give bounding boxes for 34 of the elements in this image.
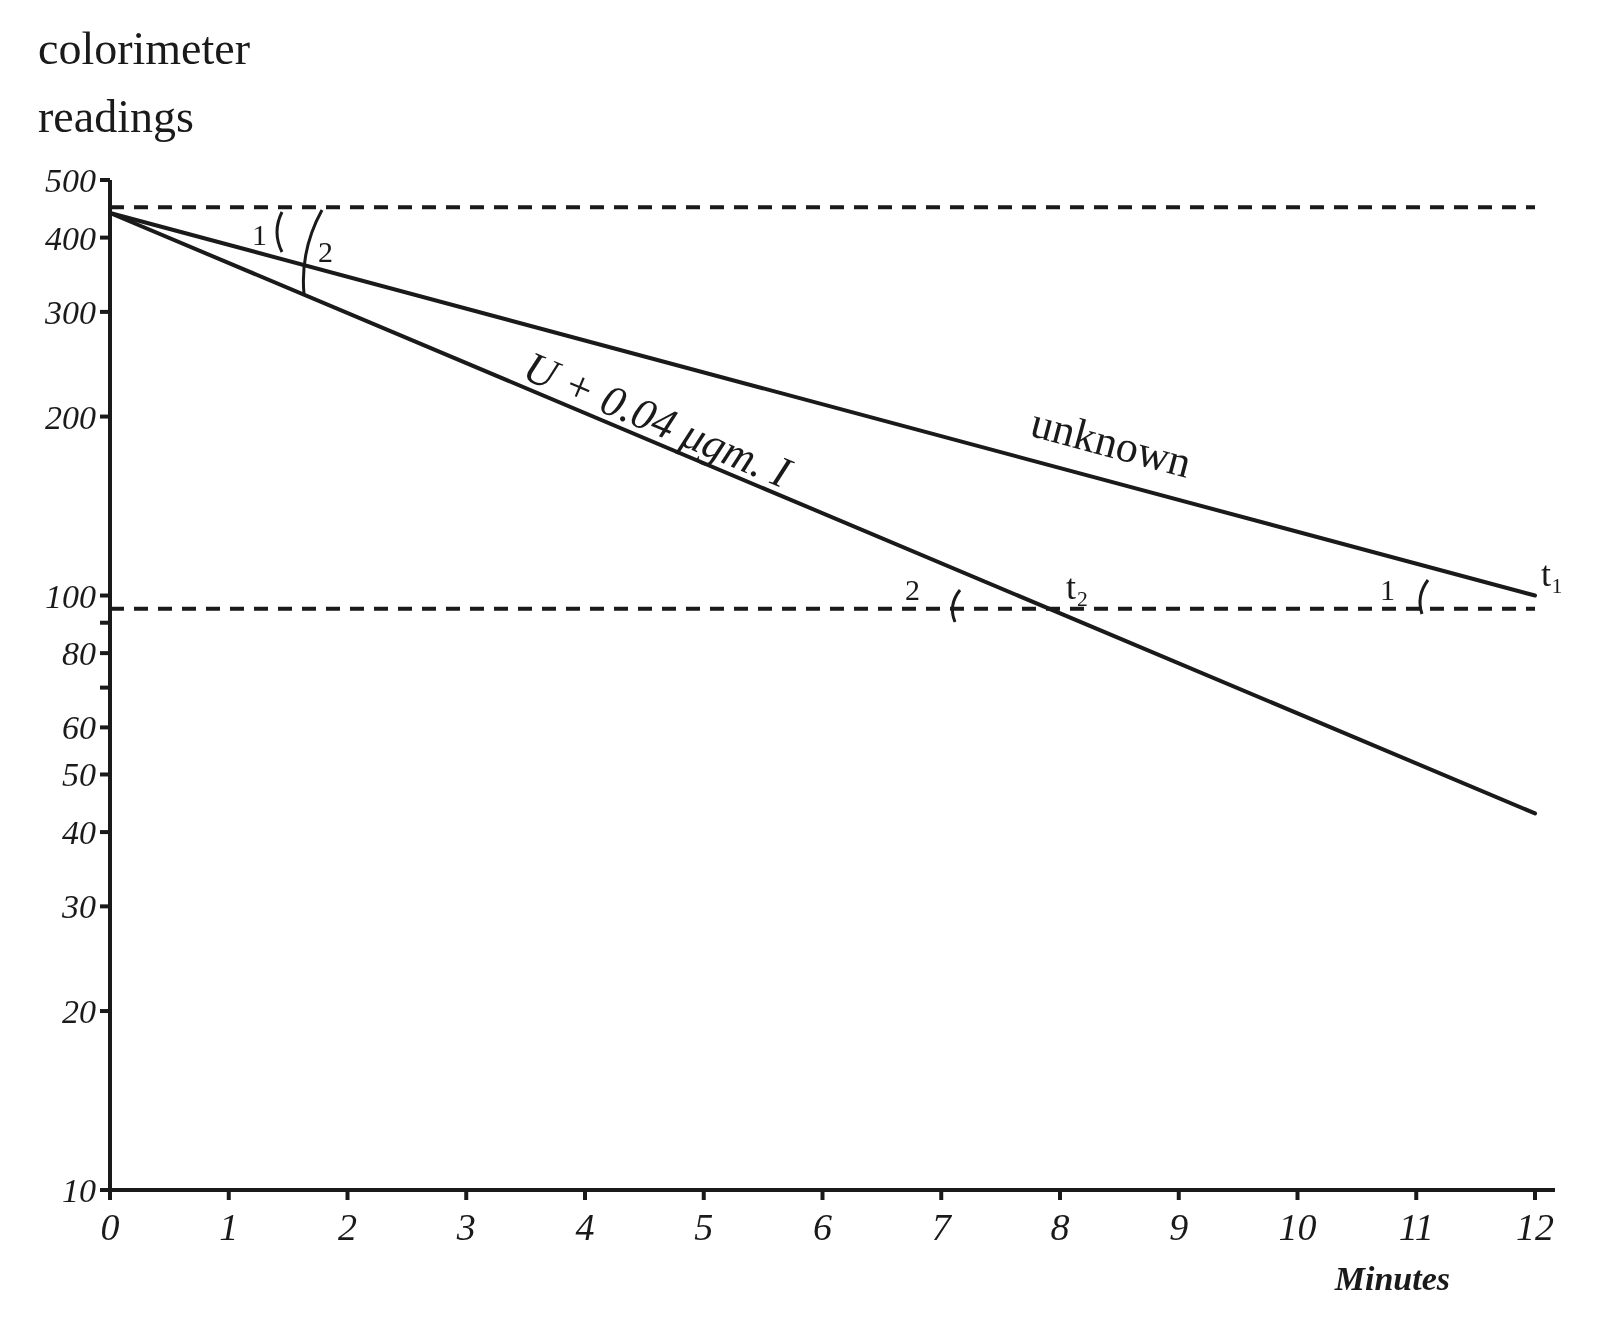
x-tick-label: 0 — [100, 1206, 120, 1248]
x-tick-label: 11 — [1398, 1206, 1434, 1248]
y-tick-label: 40 — [62, 814, 96, 852]
annotation: 1 — [252, 218, 267, 251]
y-tick-label: 20 — [62, 993, 96, 1031]
annotation: 2 — [318, 235, 333, 268]
annotation: t₂ — [1066, 566, 1089, 607]
x-tick-label: 10 — [1278, 1206, 1317, 1248]
x-axis-title: Minutes — [1333, 1260, 1450, 1297]
y-tick-label: 60 — [62, 709, 96, 747]
y-tick-label: 400 — [45, 219, 96, 257]
annotation: t₁ — [1541, 553, 1564, 594]
annotation: 2 — [905, 573, 920, 606]
y-tick-label: 100 — [45, 577, 96, 615]
x-tick-label: 6 — [813, 1206, 832, 1248]
x-tick-label: 5 — [694, 1206, 714, 1248]
x-tick-label: 9 — [1169, 1206, 1189, 1248]
y-tick-label: 30 — [61, 888, 96, 926]
text: unknown — [1025, 397, 1197, 488]
x-tick-label: 1 — [219, 1206, 239, 1248]
y-axis-title: colorimeter readings — [38, 23, 251, 142]
y-tick-label: 200 — [45, 398, 96, 436]
x-tick-label: 3 — [455, 1206, 476, 1248]
x-tick-label: 8 — [1050, 1206, 1070, 1248]
y-tick-label: 50 — [62, 756, 96, 794]
y-tick-label: 500 — [45, 162, 96, 199]
x-tick-label: 4 — [575, 1206, 595, 1248]
y-tick-label: 80 — [62, 635, 96, 673]
y-tick-label: 10 — [62, 1172, 96, 1209]
x-tick-label: 12 — [1516, 1206, 1554, 1248]
x-tick-label: 7 — [931, 1206, 953, 1248]
y-tick-label: 300 — [44, 293, 96, 331]
annotation: 1 — [1380, 573, 1395, 606]
x-tick-label: 2 — [338, 1206, 357, 1248]
